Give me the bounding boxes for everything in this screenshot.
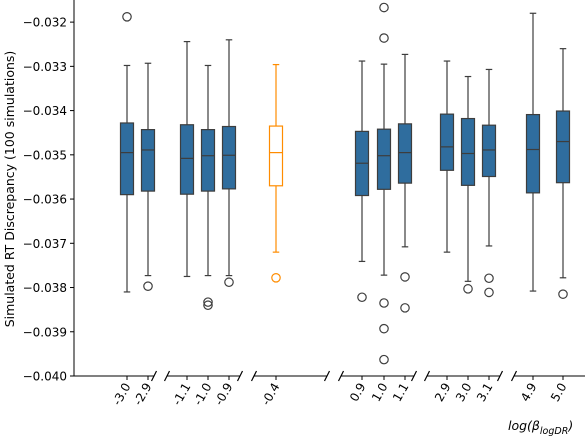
outlier-point — [379, 354, 389, 365]
axis-break-mark — [150, 370, 158, 382]
iqr-box — [119, 122, 135, 196]
y-tick-label: −0.038 — [23, 281, 67, 295]
x-tick-label: 1.0 — [369, 381, 391, 405]
box-group — [481, 68, 497, 298]
box-group — [397, 53, 413, 313]
x-tick-label: 3.1 — [474, 381, 496, 405]
iqr-box — [221, 125, 237, 190]
iqr-box — [179, 124, 195, 195]
iqr-box — [140, 129, 156, 192]
outlier-point — [143, 281, 153, 292]
box-group — [555, 48, 571, 299]
x-tick-label: -1.0 — [191, 381, 215, 408]
box-group — [140, 62, 156, 292]
axis-break-mark — [250, 370, 258, 382]
iqr-box — [376, 128, 392, 190]
box-group — [200, 64, 216, 311]
axis-break-mark — [496, 370, 504, 382]
outlier-point — [379, 323, 389, 334]
outlier-point — [400, 303, 410, 313]
y-tick-label: −0.040 — [23, 370, 67, 384]
iqr-box — [555, 110, 571, 184]
axis-break-mark — [337, 370, 345, 382]
iqr-box — [481, 124, 497, 178]
box-group — [179, 40, 195, 278]
y-tick-label: −0.033 — [23, 60, 67, 74]
outlier-point — [203, 300, 213, 311]
box-group — [439, 60, 455, 253]
x-tick-label: 0.9 — [347, 381, 369, 405]
axis-break-mark — [323, 370, 331, 382]
y-tick-label: −0.036 — [23, 193, 67, 207]
outlier-point — [122, 12, 132, 22]
axis-break-mark — [423, 370, 431, 382]
axes-group: −0.032 −0.033 −0.034 −0.035 −0.036 −0.037 −0.0… — [23, 0, 585, 408]
iqr-box — [268, 125, 284, 187]
y-tick-label: −0.039 — [23, 325, 67, 339]
outlier-point — [379, 298, 389, 308]
iqr-box — [397, 123, 413, 184]
axis-break-mark — [236, 370, 244, 382]
outlier-point — [484, 287, 494, 298]
x-axis-title-base: log(β — [508, 418, 540, 433]
outlier-point — [400, 272, 410, 282]
x-tick-label: -0.9 — [212, 381, 236, 408]
outlier-point — [224, 277, 234, 288]
outlier-point — [203, 297, 213, 307]
box-group — [460, 75, 476, 294]
axis-break-mark — [163, 370, 171, 382]
axis-break-mark — [410, 370, 418, 382]
y-tick-label: −0.037 — [23, 237, 67, 251]
box-group — [268, 63, 284, 283]
axis-break-mark — [510, 370, 518, 382]
x-axis-title: log(βlogDR) — [508, 418, 573, 436]
outlier-point — [357, 292, 367, 303]
y-tick-label: −0.034 — [23, 104, 67, 118]
y-axis-title: Simulated RT Discrepancy (100 simulation… — [2, 51, 17, 328]
x-axis-title-subscript: logDR — [540, 426, 568, 436]
outlier-point — [379, 2, 389, 13]
x-tick-label: 2.9 — [432, 381, 454, 405]
x-tick-label: -3.0 — [110, 381, 134, 408]
x-axis-title-tail: ) — [567, 418, 573, 433]
box-group — [354, 60, 370, 303]
x-tick-label: -2.9 — [131, 381, 155, 408]
iqr-box — [200, 129, 216, 192]
iqr-box — [460, 117, 476, 186]
x-tick-label: 4.9 — [518, 381, 540, 405]
outlier-point — [484, 273, 494, 284]
box-group — [119, 12, 135, 293]
x-tick-label: 1.1 — [390, 381, 412, 405]
outlier-point — [463, 284, 473, 294]
iqr-box — [439, 113, 455, 171]
outlier-point — [379, 33, 389, 43]
outlier-point — [558, 289, 568, 299]
y-tick-label: −0.032 — [23, 16, 67, 30]
outlier-point — [271, 272, 281, 283]
boxes-group — [119, 2, 571, 365]
box-group — [376, 2, 392, 365]
y-tick-label: −0.035 — [23, 148, 67, 162]
x-tick-label: -0.4 — [259, 381, 283, 408]
x-tick-label: 3.0 — [453, 381, 475, 405]
x-tick-label: 5.0 — [548, 381, 570, 405]
box-group — [525, 12, 541, 292]
iqr-box — [525, 113, 541, 194]
x-tick-label: -1.1 — [170, 381, 194, 408]
box-group — [221, 39, 237, 288]
